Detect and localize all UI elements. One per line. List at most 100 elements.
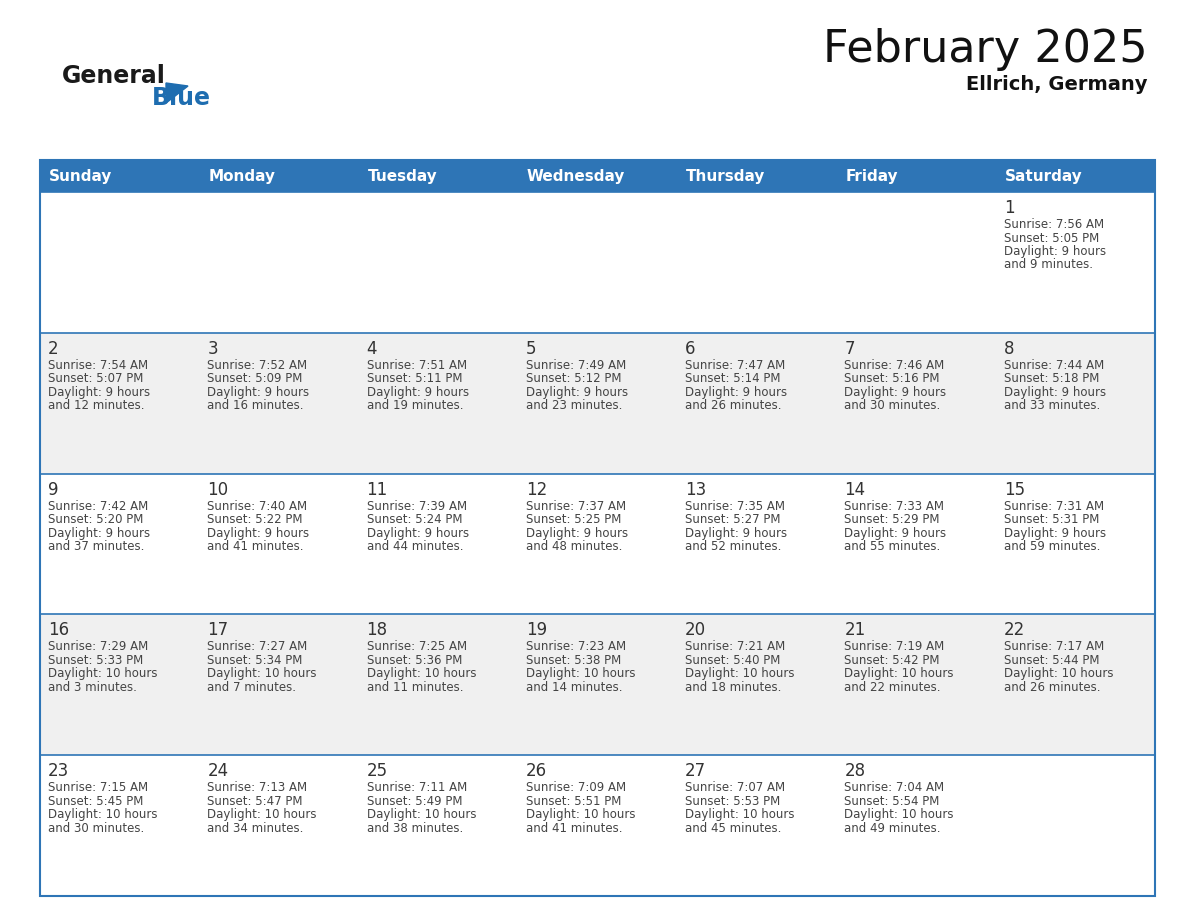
Text: Sunrise: 7:04 AM: Sunrise: 7:04 AM <box>845 781 944 794</box>
Text: 1: 1 <box>1004 199 1015 217</box>
Text: 9: 9 <box>48 481 58 498</box>
Text: Friday: Friday <box>846 169 898 184</box>
Text: and 59 minutes.: and 59 minutes. <box>1004 540 1100 554</box>
Text: and 22 minutes.: and 22 minutes. <box>845 681 941 694</box>
Text: Daylight: 10 hours: Daylight: 10 hours <box>526 808 636 822</box>
Text: Sunset: 5:34 PM: Sunset: 5:34 PM <box>207 654 303 666</box>
Text: 23: 23 <box>48 762 69 780</box>
Text: 19: 19 <box>526 621 546 640</box>
Text: Sunrise: 7:39 AM: Sunrise: 7:39 AM <box>367 499 467 512</box>
Text: Sunrise: 7:31 AM: Sunrise: 7:31 AM <box>1004 499 1104 512</box>
Text: and 11 minutes.: and 11 minutes. <box>367 681 463 694</box>
Polygon shape <box>166 83 188 103</box>
Text: and 49 minutes.: and 49 minutes. <box>845 822 941 834</box>
Text: Sunrise: 7:21 AM: Sunrise: 7:21 AM <box>685 641 785 654</box>
Text: 6: 6 <box>685 340 696 358</box>
Text: Tuesday: Tuesday <box>367 169 437 184</box>
Text: February 2025: February 2025 <box>823 28 1148 71</box>
Text: Daylight: 9 hours: Daylight: 9 hours <box>48 386 150 398</box>
Text: 27: 27 <box>685 762 707 780</box>
Text: Sunset: 5:12 PM: Sunset: 5:12 PM <box>526 373 621 386</box>
Text: Sunset: 5:11 PM: Sunset: 5:11 PM <box>367 373 462 386</box>
Text: Daylight: 9 hours: Daylight: 9 hours <box>526 527 628 540</box>
Text: Sunrise: 7:56 AM: Sunrise: 7:56 AM <box>1004 218 1104 231</box>
Text: and 37 minutes.: and 37 minutes. <box>48 540 145 554</box>
Text: Sunset: 5:33 PM: Sunset: 5:33 PM <box>48 654 144 666</box>
Text: 21: 21 <box>845 621 866 640</box>
Text: Daylight: 10 hours: Daylight: 10 hours <box>845 667 954 680</box>
Text: and 30 minutes.: and 30 minutes. <box>845 399 941 412</box>
Text: Sunrise: 7:27 AM: Sunrise: 7:27 AM <box>207 641 308 654</box>
Text: and 26 minutes.: and 26 minutes. <box>1004 681 1100 694</box>
Text: and 19 minutes.: and 19 minutes. <box>367 399 463 412</box>
Text: Daylight: 10 hours: Daylight: 10 hours <box>367 667 476 680</box>
Text: Sunset: 5:45 PM: Sunset: 5:45 PM <box>48 795 144 808</box>
Text: 24: 24 <box>207 762 228 780</box>
Text: Daylight: 9 hours: Daylight: 9 hours <box>845 386 947 398</box>
Text: and 45 minutes.: and 45 minutes. <box>685 822 782 834</box>
Text: Sunset: 5:18 PM: Sunset: 5:18 PM <box>1004 373 1099 386</box>
Text: and 48 minutes.: and 48 minutes. <box>526 540 623 554</box>
Text: Daylight: 9 hours: Daylight: 9 hours <box>685 527 788 540</box>
Text: Daylight: 10 hours: Daylight: 10 hours <box>367 808 476 822</box>
Text: Sunrise: 7:23 AM: Sunrise: 7:23 AM <box>526 641 626 654</box>
Text: Sunset: 5:31 PM: Sunset: 5:31 PM <box>1004 513 1099 526</box>
Text: Wednesday: Wednesday <box>526 169 625 184</box>
Text: and 3 minutes.: and 3 minutes. <box>48 681 137 694</box>
Text: Sunset: 5:24 PM: Sunset: 5:24 PM <box>367 513 462 526</box>
Bar <box>40 474 1155 614</box>
Text: and 41 minutes.: and 41 minutes. <box>526 822 623 834</box>
Text: and 33 minutes.: and 33 minutes. <box>1004 399 1100 412</box>
Text: Sunset: 5:36 PM: Sunset: 5:36 PM <box>367 654 462 666</box>
Text: Sunset: 5:27 PM: Sunset: 5:27 PM <box>685 513 781 526</box>
Text: 20: 20 <box>685 621 707 640</box>
Text: 18: 18 <box>367 621 387 640</box>
Text: Daylight: 9 hours: Daylight: 9 hours <box>685 386 788 398</box>
Text: and 26 minutes.: and 26 minutes. <box>685 399 782 412</box>
Text: General: General <box>62 64 166 88</box>
Text: and 14 minutes.: and 14 minutes. <box>526 681 623 694</box>
Text: and 41 minutes.: and 41 minutes. <box>207 540 304 554</box>
Text: 7: 7 <box>845 340 855 358</box>
Text: Sunrise: 7:52 AM: Sunrise: 7:52 AM <box>207 359 308 372</box>
Text: Blue: Blue <box>152 86 211 110</box>
Text: Monday: Monday <box>208 169 276 184</box>
Text: Daylight: 9 hours: Daylight: 9 hours <box>1004 245 1106 258</box>
Text: Sunrise: 7:44 AM: Sunrise: 7:44 AM <box>1004 359 1104 372</box>
Text: 8: 8 <box>1004 340 1015 358</box>
Text: Daylight: 9 hours: Daylight: 9 hours <box>207 386 309 398</box>
Text: Sunset: 5:53 PM: Sunset: 5:53 PM <box>685 795 781 808</box>
Text: Sunset: 5:47 PM: Sunset: 5:47 PM <box>207 795 303 808</box>
Text: Sunrise: 7:42 AM: Sunrise: 7:42 AM <box>48 499 148 512</box>
Text: and 16 minutes.: and 16 minutes. <box>207 399 304 412</box>
Text: Daylight: 9 hours: Daylight: 9 hours <box>526 386 628 398</box>
Text: Daylight: 9 hours: Daylight: 9 hours <box>367 527 469 540</box>
Text: Saturday: Saturday <box>1005 169 1082 184</box>
Text: Sunrise: 7:25 AM: Sunrise: 7:25 AM <box>367 641 467 654</box>
Text: Daylight: 10 hours: Daylight: 10 hours <box>48 667 158 680</box>
Text: 10: 10 <box>207 481 228 498</box>
Text: and 23 minutes.: and 23 minutes. <box>526 399 623 412</box>
Text: 5: 5 <box>526 340 536 358</box>
Text: Sunrise: 7:49 AM: Sunrise: 7:49 AM <box>526 359 626 372</box>
Text: 26: 26 <box>526 762 546 780</box>
Text: Sunrise: 7:40 AM: Sunrise: 7:40 AM <box>207 499 308 512</box>
Text: Sunset: 5:42 PM: Sunset: 5:42 PM <box>845 654 940 666</box>
Text: Sunrise: 7:07 AM: Sunrise: 7:07 AM <box>685 781 785 794</box>
Text: and 44 minutes.: and 44 minutes. <box>367 540 463 554</box>
Text: Daylight: 9 hours: Daylight: 9 hours <box>207 527 309 540</box>
Text: Sunrise: 7:33 AM: Sunrise: 7:33 AM <box>845 499 944 512</box>
Text: Daylight: 10 hours: Daylight: 10 hours <box>207 808 317 822</box>
Text: Daylight: 10 hours: Daylight: 10 hours <box>1004 667 1113 680</box>
Text: Daylight: 10 hours: Daylight: 10 hours <box>48 808 158 822</box>
Text: Sunset: 5:49 PM: Sunset: 5:49 PM <box>367 795 462 808</box>
Text: Sunset: 5:51 PM: Sunset: 5:51 PM <box>526 795 621 808</box>
Text: 11: 11 <box>367 481 387 498</box>
Text: Sunset: 5:16 PM: Sunset: 5:16 PM <box>845 373 940 386</box>
Text: Sunrise: 7:54 AM: Sunrise: 7:54 AM <box>48 359 148 372</box>
Text: Sunset: 5:09 PM: Sunset: 5:09 PM <box>207 373 303 386</box>
Text: Sunset: 5:25 PM: Sunset: 5:25 PM <box>526 513 621 526</box>
Bar <box>40 756 1155 896</box>
Text: 2: 2 <box>48 340 58 358</box>
Text: Daylight: 9 hours: Daylight: 9 hours <box>48 527 150 540</box>
